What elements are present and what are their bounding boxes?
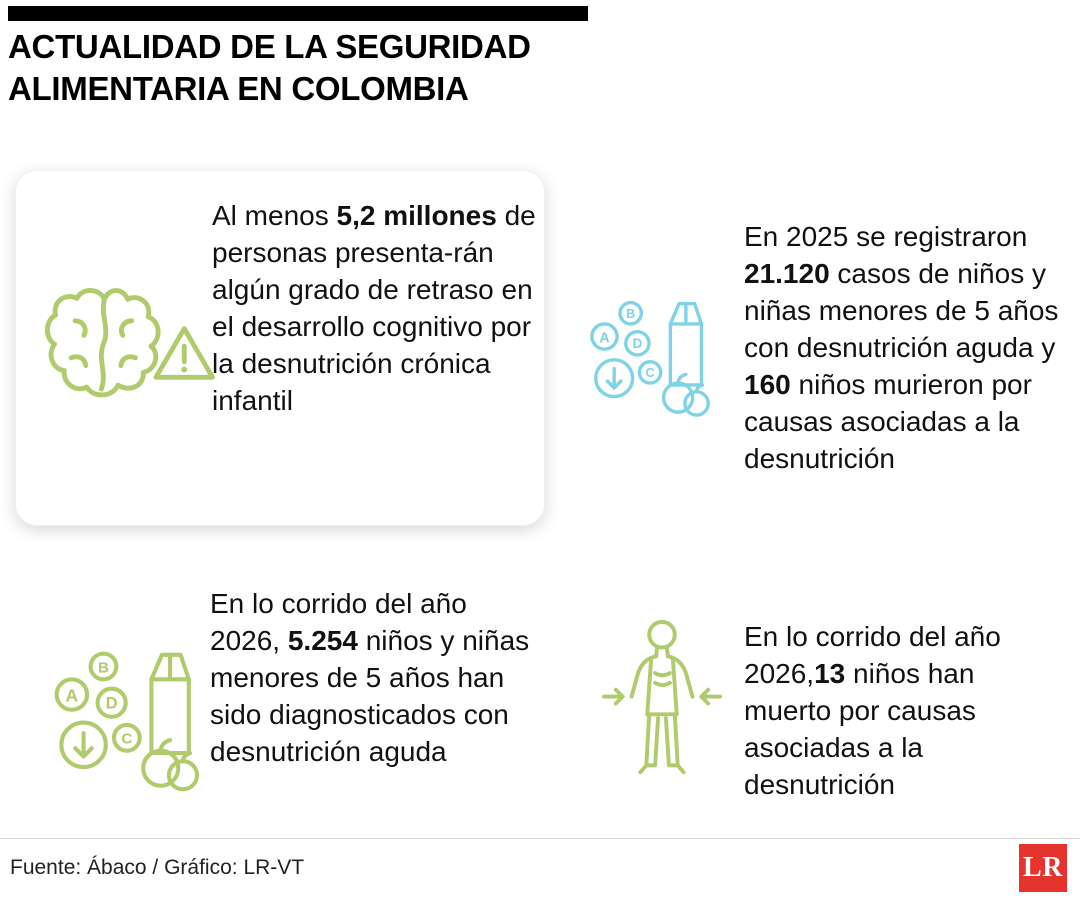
top-accent-bar <box>8 6 588 21</box>
brain-warning-icon <box>38 276 233 426</box>
stat-text-cases-2025: En 2025 se registraron 21.120 casos de n… <box>744 221 1059 474</box>
svg-text:B: B <box>98 659 109 676</box>
svg-text:B: B <box>626 307 635 321</box>
page-title: ACTUALIDAD DE LA SEGURIDAD ALIMENTARIA E… <box>8 28 531 107</box>
footer-divider <box>0 838 1080 839</box>
svg-text:C: C <box>645 366 654 380</box>
stat-text-diagnosed-2026: En lo corrido del año 2026, 5.254 niños … <box>210 588 530 767</box>
svg-text:C: C <box>121 731 132 748</box>
stat-card-cognitive: Al menos 5,2 millones de personas presen… <box>15 170 545 526</box>
lr-logo: LR <box>1019 844 1067 892</box>
nutrition-supplements-icon: B A D C <box>52 636 204 794</box>
nutrition-supplements-icon: B A D C <box>588 288 714 419</box>
svg-text:A: A <box>599 330 610 346</box>
lr-logo-text: LR <box>1023 852 1063 883</box>
stat-text-cognitive: Al menos 5,2 millones de personas presen… <box>212 200 536 416</box>
svg-text:A: A <box>66 686 79 706</box>
malnourished-child-icon <box>598 616 726 788</box>
svg-text:D: D <box>633 336 643 351</box>
source-credit: Fuente: Ábaco / Gráfico: LR-VT <box>10 856 305 879</box>
stat-text-deaths-2026: En lo corrido del año 2026,13 niños han … <box>744 621 1001 800</box>
svg-text:D: D <box>106 695 118 713</box>
